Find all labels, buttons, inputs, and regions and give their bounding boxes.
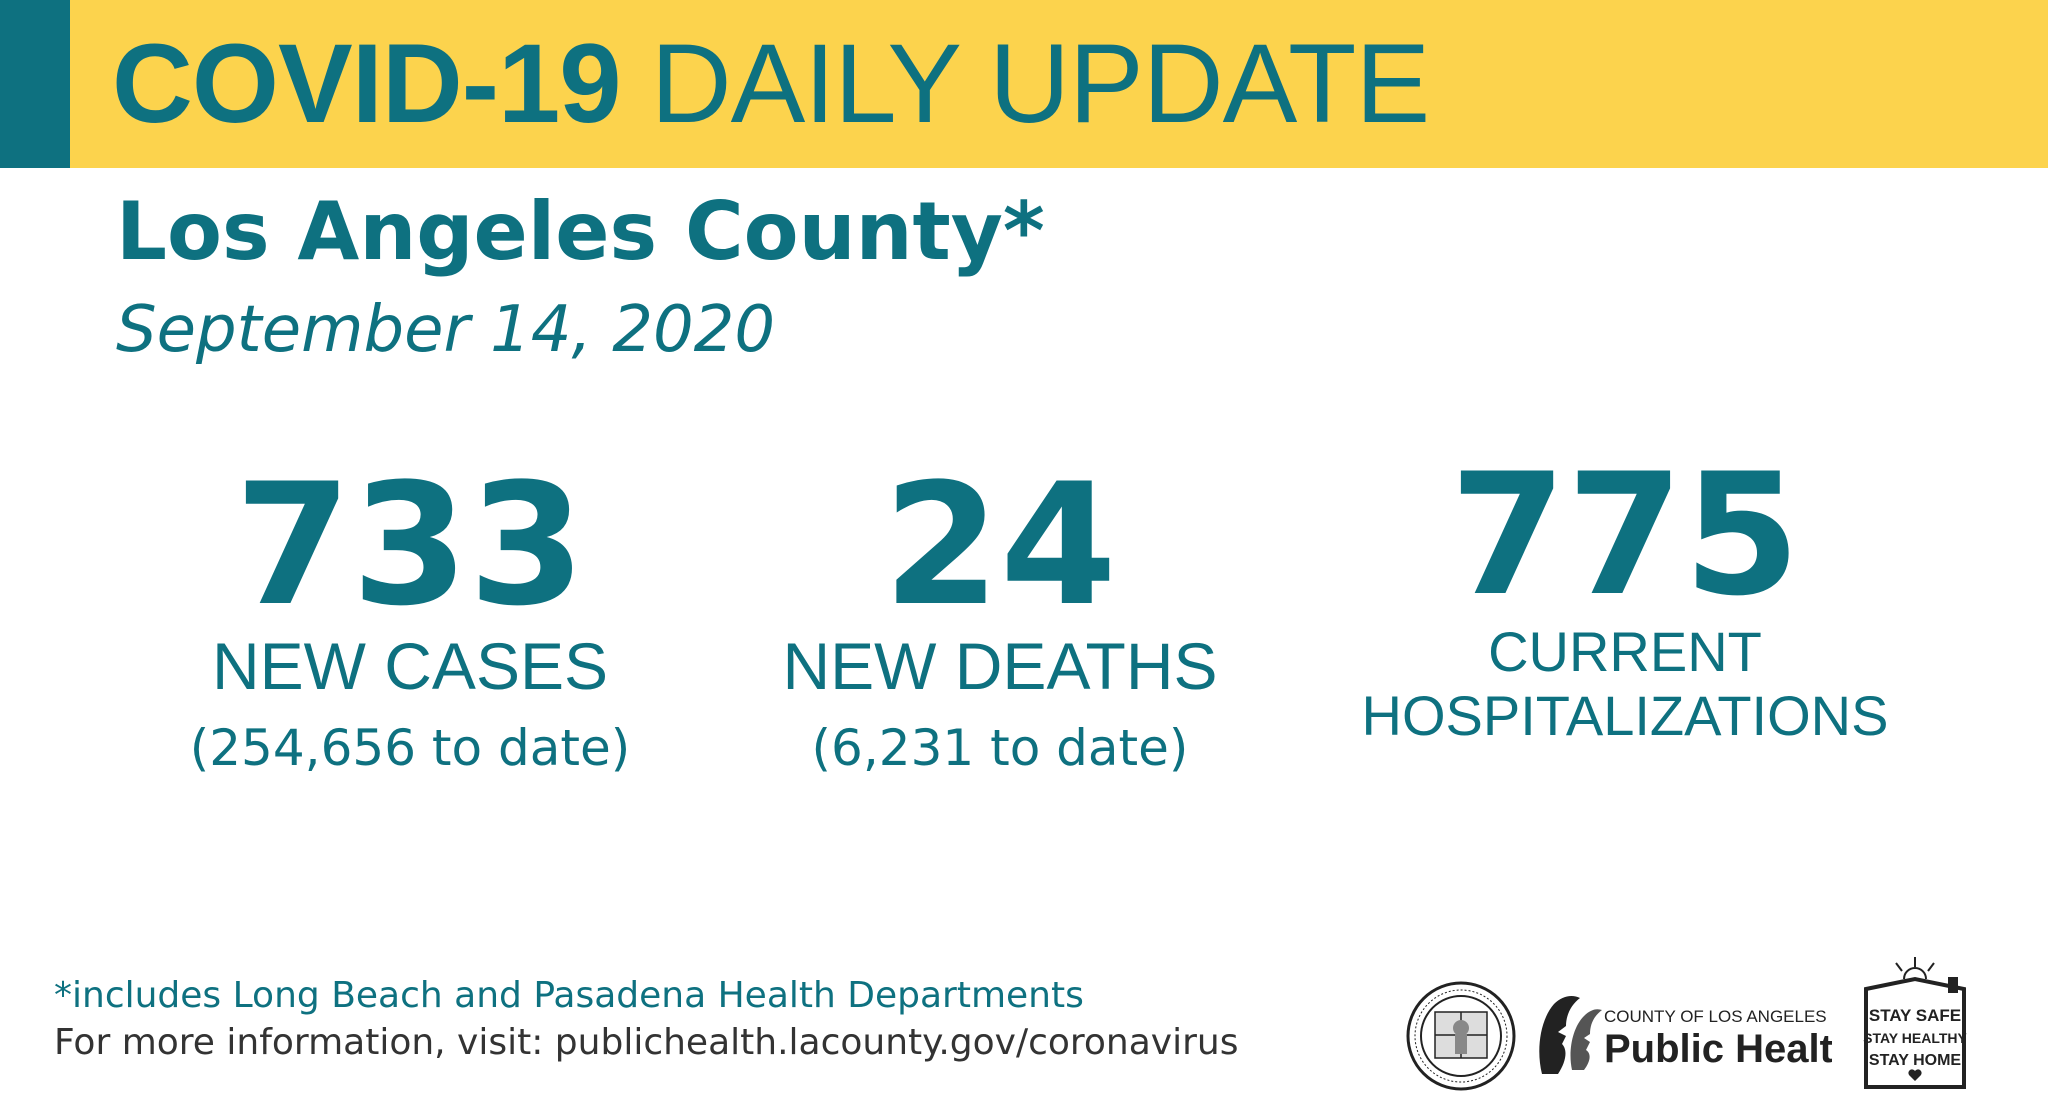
public-health-logo: COUNTY OF LOS ANGELES Public Health bbox=[1539, 996, 1832, 1074]
stay-healthy-text: STAY HEALTHY bbox=[1863, 1030, 1967, 1046]
title-banner: COVID-19 DAILY UPDATE bbox=[0, 0, 2048, 168]
banner-title: COVID-19 DAILY UPDATE bbox=[112, 18, 1430, 150]
banner-title-bold: COVID-19 bbox=[112, 21, 622, 146]
report-date: September 14, 2020 bbox=[116, 293, 776, 367]
new-deaths-label: NEW DEATHS bbox=[782, 629, 1218, 703]
heart-icon bbox=[1908, 1069, 1922, 1081]
county-heading: Los Angeles County* bbox=[116, 185, 1045, 278]
new-cases-label: NEW CASES bbox=[211, 629, 609, 703]
ph-big-text: Public Health bbox=[1604, 1027, 1832, 1071]
stay-safe-text: STAY SAFE bbox=[1869, 1006, 1961, 1025]
stay-safe-logo: STAY SAFE STAY HEALTHY STAY HOME bbox=[1863, 957, 1968, 1089]
hospitalizations-value: 775 bbox=[1449, 437, 1801, 633]
footnote: *includes Long Beach and Pasadena Health… bbox=[54, 975, 1084, 1016]
more-info-link[interactable]: For more information, visit: publichealt… bbox=[54, 1022, 1239, 1063]
hospitalizations-label-line2: HOSPITALIZATIONS bbox=[1361, 684, 1889, 747]
hospitalizations-label-line1: CURRENT bbox=[1488, 620, 1762, 683]
stat-hospitalizations: 775 CURRENT HOSPITALIZATIONS bbox=[1345, 450, 1905, 748]
county-seal-logo bbox=[1406, 981, 1516, 1091]
stat-new-deaths: 24 NEW DEATHS (6,231 to date) bbox=[740, 460, 1260, 780]
stay-home-text: STAY HOME bbox=[1869, 1052, 1962, 1069]
ph-small-text: COUNTY OF LOS ANGELES bbox=[1604, 1007, 1827, 1026]
stat-new-cases: 733 NEW CASES (254,656 to date) bbox=[150, 460, 670, 780]
cases-to-date: (254,656 to date) bbox=[189, 719, 631, 777]
deaths-to-date: (6,231 to date) bbox=[811, 719, 1189, 777]
banner-title-light: DAILY UPDATE bbox=[620, 21, 1430, 146]
new-deaths-value: 24 bbox=[883, 447, 1117, 643]
new-cases-value: 733 bbox=[234, 447, 586, 643]
banner-accent-bar bbox=[0, 0, 70, 168]
